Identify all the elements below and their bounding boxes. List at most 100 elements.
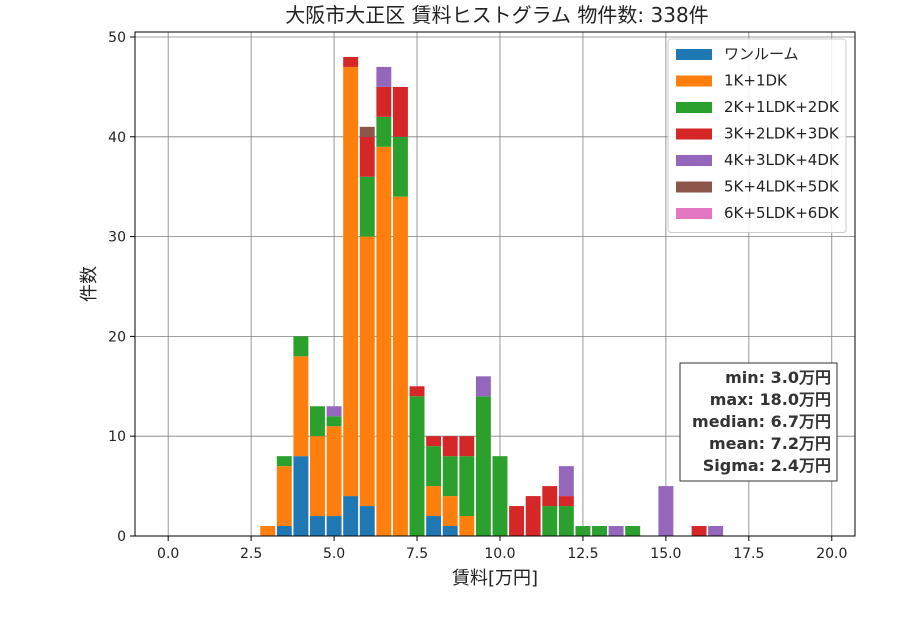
bar-s2-bin19: [575, 526, 591, 536]
legend-swatch-6: [676, 208, 712, 219]
legend-box: [667, 38, 847, 233]
bar-s2-bin20: [592, 526, 607, 536]
bar-s2-bin2: [293, 336, 309, 357]
bar-s1-bin0: [260, 526, 276, 536]
legend-label-4: 4K+3LDK+4DK: [724, 151, 840, 169]
bar-s1-bin10: [426, 486, 442, 517]
bar-s4-bin24: [658, 486, 674, 536]
y-tick-label-4: 40: [108, 130, 126, 146]
bar-s1-bin2: [293, 356, 309, 457]
bar-s2-bin6: [359, 176, 375, 237]
x-tick-label-7: 17.5: [733, 546, 764, 562]
stats-line-2: median: 6.7万円: [692, 412, 831, 431]
bar-s3-bin12: [459, 436, 475, 457]
bar-s1-bin8: [392, 196, 408, 536]
bar-s1-bin5: [343, 66, 359, 497]
x-tick-label-3: 7.5: [406, 546, 428, 562]
bar-s2-bin7: [376, 116, 392, 147]
bar-s2-bin22: [625, 526, 641, 536]
bar-s2-bin8: [392, 136, 408, 197]
legend-swatch-0: [676, 49, 712, 60]
bar-s2-bin4: [326, 416, 342, 427]
bar-s0-bin11: [442, 526, 458, 536]
y-tick-label-0: 0: [117, 529, 126, 545]
bar-s0-bin6: [359, 506, 375, 536]
x-tick-label-0: 0.0: [157, 546, 179, 562]
bar-s3-bin6: [359, 136, 375, 177]
bar-s3-bin9: [409, 386, 425, 397]
bar-s1-bin7: [376, 146, 392, 536]
bar-s1-bin4: [326, 426, 342, 517]
legend-swatch-5: [676, 181, 712, 193]
bar-s2-bin10: [426, 446, 442, 487]
bar-s3-bin17: [542, 486, 558, 507]
stats-line-4: Sigma: 2.4万円: [703, 456, 831, 475]
stats-box-frame: [679, 362, 838, 482]
bar-s0-bin1: [276, 526, 292, 536]
legend-label-1: 1K+1DK: [724, 72, 788, 90]
bar-s0-bin5: [343, 496, 359, 536]
bar-s4-bin18: [558, 466, 574, 497]
bar-s3-bin7: [376, 86, 392, 117]
x-tick-label-8: 20.0: [816, 546, 847, 562]
bars-group: [260, 56, 724, 536]
bar-s4-bin13: [475, 376, 491, 397]
stats-line-1: max: 18.0万円: [710, 390, 831, 409]
bar-s3-bin11: [442, 436, 458, 457]
bar-s0-bin4: [326, 516, 342, 536]
bar-s2-bin1: [276, 456, 292, 467]
x-axis-ticks: 0.0 2.5 5.0 7.5 10.0 12.5 15.0 17.5 20.0: [157, 536, 847, 562]
legend-label-0: ワンルーム: [724, 45, 799, 63]
bar-s4-bin27: [708, 526, 724, 536]
bar-s3-bin16: [525, 496, 541, 536]
y-axis-label: 件数: [79, 266, 100, 302]
chart-title: 大阪市大正区 賃料ヒストグラム 物件数: 338件: [285, 3, 708, 27]
bar-s2-bin9: [409, 396, 425, 536]
y-tick-label-2: 20: [108, 329, 126, 345]
x-tick-label-2: 5.0: [323, 546, 345, 562]
bar-s3-bin5: [343, 56, 359, 67]
bar-s3-bin26: [691, 526, 707, 536]
legend-swatch-2: [676, 102, 712, 113]
x-tick-label-1: 2.5: [240, 546, 262, 562]
x-tick-label-6: 15.0: [650, 546, 681, 562]
bar-s4-bin7: [376, 66, 392, 87]
plot-border: [134, 31, 856, 537]
legend: ワンルーム 1K+1DK 2K+1LDK+2DK 3K+2LDK+3DK 4K+3LDK…: [667, 38, 847, 233]
legend-label-2: 2K+1LDK+2DK: [724, 98, 840, 116]
legend-label-5: 5K+4LDK+5DK: [724, 178, 840, 196]
stats-line-0: min: 3.0万円: [725, 368, 831, 387]
bar-s3-bin8: [392, 86, 408, 137]
y-axis-ticks: 0 10 20 30 40 50: [108, 30, 135, 545]
plot-frame: [134, 31, 856, 537]
legend-label-6: 6K+5LDK+6DK: [724, 204, 840, 222]
y-tick-label-1: 10: [108, 429, 126, 445]
legend-label-3: 3K+2LDK+3DK: [724, 125, 840, 143]
bar-s0-bin2: [293, 456, 309, 536]
bar-s5-bin6: [359, 126, 375, 137]
bar-s2-bin12: [459, 456, 475, 517]
bar-s3-bin15: [509, 506, 525, 536]
bar-s0-bin3: [310, 516, 325, 536]
bar-s2-bin11: [442, 456, 458, 497]
bar-s2-bin3: [310, 406, 325, 437]
bar-s1-bin12: [459, 516, 475, 536]
bar-s2-bin18: [558, 506, 574, 536]
stats-line-3: mean: 7.2万円: [709, 434, 831, 453]
bar-s1-bin11: [442, 496, 458, 527]
bar-s1-bin1: [276, 466, 292, 527]
legend-swatch-3: [676, 128, 712, 140]
bar-s3-bin18: [558, 496, 574, 507]
legend-swatch-1: [676, 75, 712, 87]
bar-s0-bin10: [426, 516, 442, 536]
bar-s1-bin6: [359, 236, 375, 507]
stats-box: min: 3.0万円 max: 18.0万円 median: 6.7万円 mean: …: [679, 362, 838, 482]
x-axis-label: 賃料[万円]: [452, 568, 538, 589]
legend-swatch-4: [676, 155, 712, 166]
y-tick-label-5: 50: [108, 30, 126, 46]
x-tick-label-4: 10.0: [484, 546, 515, 562]
bar-s4-bin4: [326, 406, 342, 417]
bar-s1-bin3: [310, 436, 325, 517]
bar-s4-bin21: [608, 526, 624, 536]
